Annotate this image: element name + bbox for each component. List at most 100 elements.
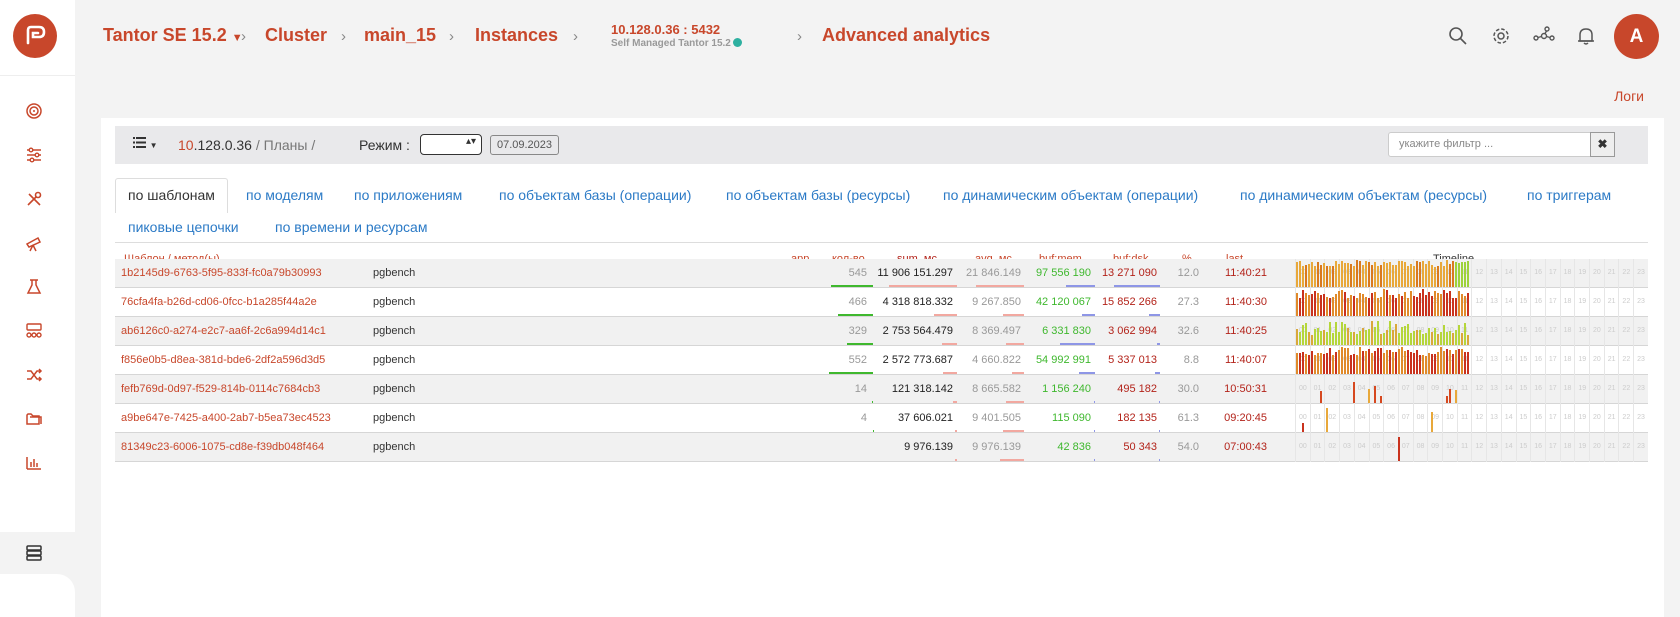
- tab-db-objects-res[interactable]: по объектам базы (ресурсы): [726, 187, 911, 203]
- sliders-icon[interactable]: [20, 141, 48, 169]
- breadcrumb-cluster[interactable]: Cluster: [265, 25, 328, 45]
- nodes-icon[interactable]: [20, 317, 48, 345]
- timeline-cell[interactable]: 0001020304050607080910111213141516171819…: [1295, 259, 1648, 288]
- timeline-bar: [1314, 266, 1316, 287]
- timeline-bar: [1311, 261, 1313, 287]
- tools-icon[interactable]: [20, 185, 48, 213]
- timeline-hour: 01: [1309, 404, 1325, 433]
- target-icon[interactable]: [20, 97, 48, 125]
- table-row[interactable]: fefb769d-0d97-f529-814b-0114c7684cb3 pgbe…: [115, 375, 1648, 404]
- timeline-bar: [1350, 354, 1352, 374]
- timeline-bar: [1464, 351, 1466, 374]
- cell-sum: 11 906 151.297: [877, 267, 953, 279]
- flask-icon[interactable]: [20, 273, 48, 301]
- timeline-bars: [1296, 289, 1470, 316]
- timeline-bar: [1299, 297, 1301, 316]
- timeline-hour: 13: [1486, 259, 1501, 288]
- timeline-bar: [1446, 396, 1448, 403]
- tab-dyn-objects-res[interactable]: по динамическим объектам (ресурсы): [1240, 187, 1488, 203]
- timeline-hour: 22: [1618, 375, 1633, 404]
- search-icon[interactable]: [1446, 24, 1470, 48]
- timeline-bar: [1425, 263, 1427, 287]
- table-row[interactable]: a9be647e-7425-a400-2ab7-b5ea73ec4523 pgbe…: [115, 404, 1648, 433]
- tab-applications[interactable]: по приложениям: [354, 187, 463, 203]
- timeline-bar: [1395, 324, 1397, 345]
- template-id-link[interactable]: fefb769d-0d97-f529-814b-0114c7684cb3: [121, 383, 321, 395]
- shuffle-icon[interactable]: [20, 361, 48, 389]
- breadcrumb-main[interactable]: main_15: [364, 25, 437, 45]
- table-row[interactable]: ab6126c0-a274-e2c7-aa6f-2c6a994d14c1 pgbe…: [115, 317, 1648, 346]
- telescope-icon[interactable]: [20, 229, 48, 257]
- template-id-link[interactable]: 76cfa4fa-b26d-cd06-0fcc-b1a285f44a2e: [121, 296, 317, 308]
- template-id-link[interactable]: 81349c23-6006-1075-cd8e-f39db048f464: [121, 441, 325, 453]
- timeline-hour: 20: [1589, 346, 1604, 375]
- timeline-hour: 16: [1530, 288, 1545, 317]
- breadcrumb-product[interactable]: Tantor SE 15.2 ▼: [103, 25, 243, 46]
- tab-templates[interactable]: по шаблонам: [115, 178, 228, 213]
- breadcrumb-instances[interactable]: Instances: [475, 25, 559, 45]
- timeline-bar: [1455, 329, 1457, 345]
- network-icon[interactable]: [1532, 24, 1556, 48]
- cell-avg-bar: [1003, 430, 1024, 432]
- date-button[interactable]: 07.09.2023: [490, 135, 559, 155]
- timeline-hour: 05: [1368, 404, 1384, 433]
- timeline-bar: [1455, 297, 1457, 316]
- tantor-logo[interactable]: [13, 14, 57, 58]
- timeline-bar: [1335, 322, 1337, 345]
- bar-chart-icon[interactable]: [20, 449, 48, 477]
- bell-icon[interactable]: [1574, 24, 1598, 48]
- timeline-bar: [1344, 347, 1346, 374]
- template-id-link[interactable]: 1b2145d9-6763-5f95-833f-fc0a79b30993: [121, 267, 322, 279]
- table-row[interactable]: 81349c23-6006-1075-cd8e-f39db048f464 pgbe…: [115, 433, 1648, 462]
- timeline-bar: [1323, 353, 1325, 374]
- folder-icon[interactable]: [20, 405, 48, 433]
- mode-select[interactable]: ▴▾: [420, 134, 482, 155]
- timeline-bar: [1419, 354, 1421, 374]
- timeline-bar: [1362, 328, 1364, 345]
- tab-triggers[interactable]: по триггерам: [1527, 187, 1612, 203]
- timeline-hour: 03: [1339, 317, 1354, 346]
- logs-link[interactable]: Логи: [1614, 88, 1644, 104]
- timeline-cell[interactable]: 0001020304050607080910111213141516171819…: [1295, 375, 1648, 404]
- timeline-bar: [1362, 351, 1364, 374]
- template-id-link[interactable]: a9be647e-7425-a400-2ab7-b5ea73ec4523: [121, 412, 331, 424]
- tab-peak-chains[interactable]: пиковые цепочки: [128, 219, 239, 235]
- timeline-cell[interactable]: 0001020304050607080910111213141516171819…: [1295, 346, 1648, 375]
- timeline-bar: [1413, 266, 1415, 287]
- table-row[interactable]: 76cfa4fa-b26d-cd06-0fcc-b1a285f44a2e pgbe…: [115, 288, 1648, 317]
- timeline-bar: [1332, 297, 1334, 316]
- tab-db-objects-ops[interactable]: по объектам базы (операции): [499, 187, 692, 203]
- tab-dyn-objects-ops[interactable]: по динамическим объектам (операции): [943, 187, 1199, 203]
- cell-avg-bar: [1012, 372, 1024, 374]
- timeline-hour: 01: [1309, 433, 1325, 462]
- tab-time-resources[interactable]: по времени и ресурсам: [275, 219, 428, 235]
- timeline-bar: [1320, 353, 1322, 374]
- table-row[interactable]: 1b2145d9-6763-5f95-833f-fc0a79b30993 pgbe…: [115, 259, 1648, 288]
- clear-filter-button[interactable]: ✖: [1590, 132, 1615, 157]
- database-icon[interactable]: [20, 539, 48, 567]
- timeline-bar: [1404, 325, 1406, 345]
- table-row[interactable]: f856e0b5-d8ea-381d-bde6-2df2a596d3d5 pgbe…: [115, 346, 1648, 375]
- user-avatar[interactable]: A: [1614, 14, 1659, 59]
- list-menu-button[interactable]: ▼: [133, 136, 158, 151]
- timeline-cell[interactable]: 0001020304050607080910111213141516171819…: [1295, 317, 1648, 346]
- filter-input[interactable]: укажите фильтр ...: [1388, 132, 1591, 157]
- path-plans[interactable]: Планы /: [263, 137, 316, 153]
- timeline-hour: 10: [1442, 404, 1457, 433]
- timeline-bar: [1467, 334, 1469, 345]
- timeline-hour: 23: [1633, 259, 1648, 288]
- timeline-bar: [1398, 349, 1400, 374]
- settings-icon[interactable]: [1489, 24, 1513, 48]
- tab-models[interactable]: по моделям: [246, 187, 324, 203]
- cell-count-bar: [871, 401, 873, 403]
- timeline-bar: [1392, 264, 1394, 287]
- instance-address[interactable]: 10.128.0.36 : 5432: [611, 22, 721, 37]
- template-id-link[interactable]: ab6126c0-a274-e2c7-aa6f-2c6a994d14c1: [121, 325, 326, 337]
- timeline-hour: 00: [1295, 433, 1310, 462]
- cell-count: 329: [848, 325, 867, 337]
- timeline-cell[interactable]: 0001020304050607080910111213141516171819…: [1295, 288, 1648, 317]
- template-id-link[interactable]: f856e0b5-d8ea-381d-bde6-2df2a596d3d5: [121, 354, 326, 366]
- timeline-bar: [1362, 294, 1364, 316]
